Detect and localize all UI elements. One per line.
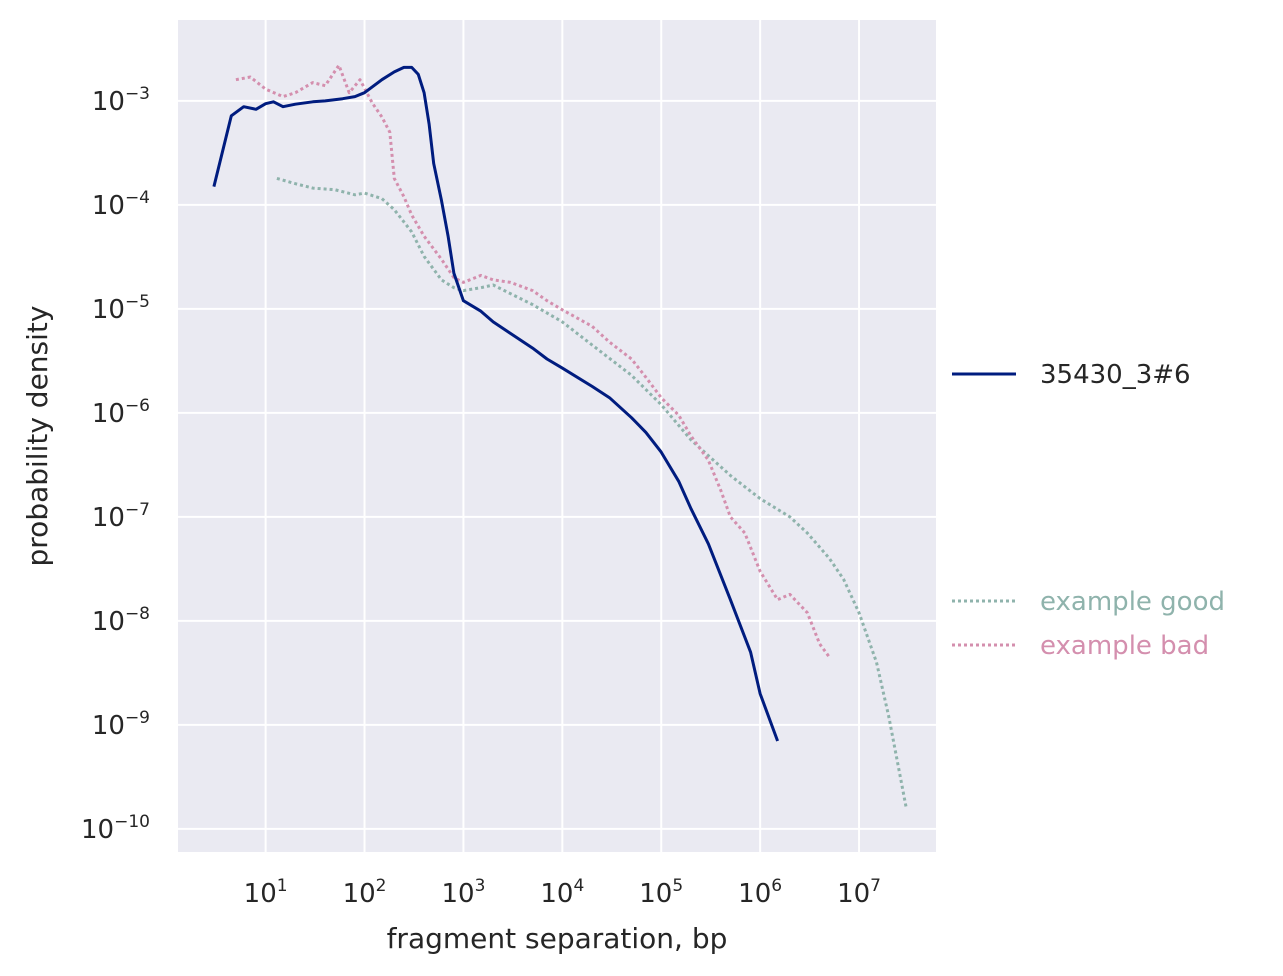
y-tick-label: 10−5	[92, 292, 150, 325]
legend-label: 35430_3#6	[1040, 360, 1191, 390]
x-tick-label: 106	[738, 876, 782, 909]
y-tick-exponent: −4	[125, 188, 150, 208]
x-tick-base: 10	[837, 879, 870, 909]
y-tick-label: 10−6	[92, 396, 150, 429]
y-tick-label: 10−4	[92, 188, 150, 221]
x-tick-exponent: 7	[870, 876, 881, 896]
series-line-0	[212, 65, 780, 742]
x-tick-label: 101	[244, 876, 288, 909]
y-tick-exponent: −6	[125, 396, 150, 416]
y-tick-base: 10	[92, 503, 125, 533]
series-line-1	[276, 176, 908, 808]
y-tick-exponent: −7	[125, 500, 150, 520]
x-axis-label: fragment separation, bp	[387, 922, 728, 955]
y-tick-exponent: −3	[125, 84, 150, 104]
y-tick-label: 10−8	[92, 604, 150, 637]
y-tick-exponent: −5	[125, 292, 150, 312]
x-tick-label: 107	[837, 876, 881, 909]
legend-label: example bad	[1040, 631, 1209, 661]
y-tick-label: 10−3	[92, 84, 150, 117]
x-tick-label: 103	[441, 876, 485, 909]
y-tick-base: 10	[92, 87, 125, 117]
y-tick-label: 10−7	[92, 500, 150, 533]
y-tick-label: 10−9	[92, 708, 150, 741]
y-tick-base: 10	[81, 815, 114, 845]
y-tick-base: 10	[92, 711, 125, 741]
x-tick-exponent: 5	[672, 876, 683, 896]
y-tick-base: 10	[92, 607, 125, 637]
x-tick-label: 102	[343, 876, 387, 909]
y-tick-base: 10	[92, 191, 125, 221]
y-tick-base: 10	[92, 295, 125, 325]
x-tick-base: 10	[244, 879, 277, 909]
y-tick-label: 10−10	[81, 812, 150, 845]
series-layer	[212, 63, 908, 808]
y-tick-base: 10	[92, 399, 125, 429]
x-tick-label: 104	[540, 876, 584, 909]
x-tick-exponent: 4	[573, 876, 584, 896]
x-gridlines	[264, 20, 861, 852]
x-tick-base: 10	[639, 879, 672, 909]
x-tick-base: 10	[738, 879, 771, 909]
x-tick-labels: 101 102 103 104 105 106 107	[244, 876, 881, 909]
x-tick-base: 10	[343, 879, 376, 909]
x-tick-exponent: 2	[376, 876, 387, 896]
x-tick-base: 10	[540, 879, 573, 909]
y-tick-exponent: −9	[125, 708, 150, 728]
legend-label: example good	[1040, 587, 1225, 617]
y-tick-labels: 10−310−410−510−610−710−810−910−10	[81, 84, 150, 845]
plot-background	[178, 20, 936, 852]
x-tick-base: 10	[441, 879, 474, 909]
y-tick-exponent: −10	[114, 812, 150, 832]
x-tick-label: 105	[639, 876, 683, 909]
y-tick-exponent: −8	[125, 604, 150, 624]
y-axis-label: probability density	[21, 306, 54, 567]
x-tick-exponent: 1	[277, 876, 288, 896]
x-tick-exponent: 6	[771, 876, 782, 896]
x-tick-exponent: 3	[475, 876, 486, 896]
y-gridlines	[178, 99, 936, 830]
